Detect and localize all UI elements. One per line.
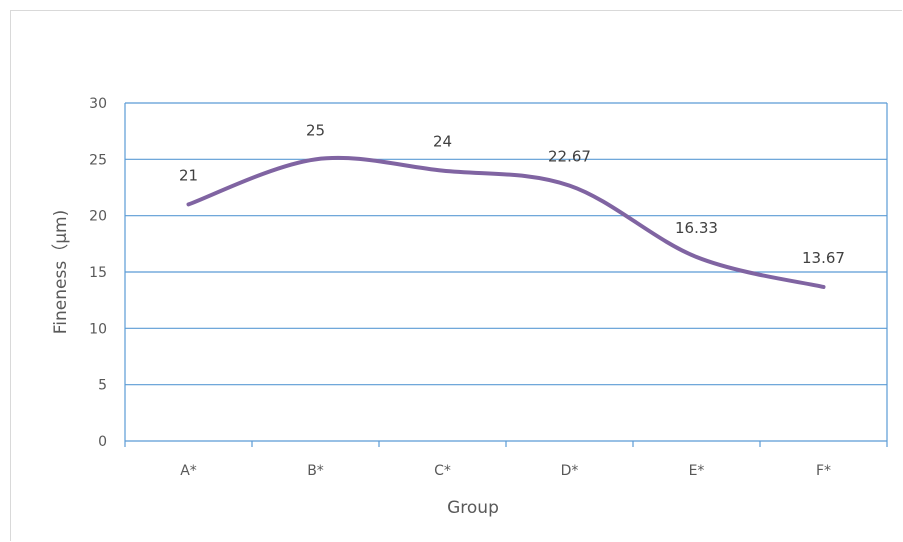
- data-label-F: 13.67: [802, 249, 845, 267]
- x-tick-3: C*: [434, 463, 451, 479]
- y-tick-30: 30: [89, 96, 107, 112]
- y-tick-25: 25: [89, 152, 107, 168]
- data-label-C: 24: [433, 133, 452, 151]
- y-tick-15: 15: [89, 265, 107, 281]
- series-layer: [186, 155, 826, 289]
- x-tick-5: E*: [689, 463, 705, 479]
- x-tick-6: F*: [816, 463, 831, 479]
- gridlines: [125, 102, 887, 386]
- y-tick-20: 20: [89, 209, 107, 225]
- x-tick-labels: A* B* C* D* E* F*: [180, 463, 831, 479]
- y-axis-label: Fineness（μm): [51, 210, 71, 334]
- data-labels: 21 25 24 22.67 16.33 13.67: [179, 121, 845, 267]
- y-tick-5: 5: [98, 378, 107, 394]
- y-tick-10: 10: [89, 321, 107, 337]
- data-label-D: 22.67: [548, 148, 591, 166]
- series-line-1: [186, 155, 826, 289]
- y-tick-labels: 0 5 10 15 20 25 30: [89, 96, 107, 450]
- x-tick-1: A*: [180, 463, 197, 479]
- data-label-B: 25: [306, 121, 325, 139]
- x-tick-2: B*: [307, 463, 324, 479]
- chart-frame: [10, 10, 902, 541]
- x-tick-4: D*: [561, 463, 579, 479]
- x-axis-label: Group: [447, 498, 499, 518]
- data-label-E: 16.33: [675, 219, 718, 237]
- data-label-A: 21: [179, 166, 198, 184]
- y-tick-0: 0: [98, 434, 107, 450]
- axes: [124, 103, 888, 447]
